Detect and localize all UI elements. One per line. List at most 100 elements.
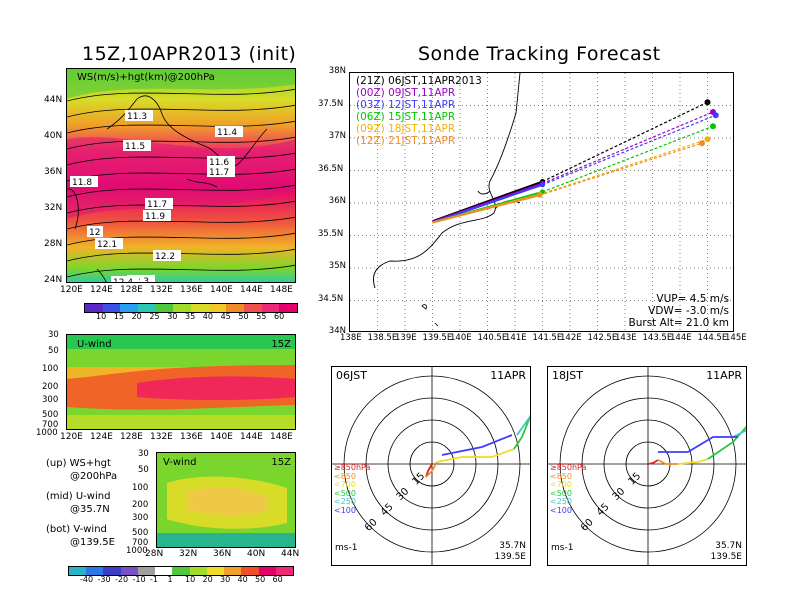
contour-label: 12 — [87, 226, 103, 238]
ws-colorbar-label: 55 — [256, 312, 267, 321]
colorbar-swatch — [241, 567, 259, 575]
ws-map-panel: 11.3 11.4 11.5 11.6 11.7 11.8 11.7 11.9 12 12.1 12… — [66, 68, 296, 283]
vwind-lat-tick: 40N — [247, 549, 266, 559]
track-lat-tick: 34N — [328, 326, 346, 336]
contour-line — [67, 232, 295, 246]
landing-point-3 — [710, 123, 716, 130]
hodo-trace-2 — [677, 458, 709, 465]
ws-lat-tick: 44N — [44, 95, 63, 105]
vwind-time: 15Z — [271, 457, 291, 468]
contour-line — [67, 184, 295, 198]
colorbar-swatch — [279, 304, 298, 312]
hodo-trace-5 — [441, 434, 513, 456]
colorbar-swatch — [191, 304, 209, 312]
track-descent-0 — [542, 101, 708, 183]
colorbar-swatch — [189, 567, 207, 575]
contour-line — [67, 200, 295, 214]
track-lat-tick: 37N — [328, 131, 346, 141]
colorbar-swatch — [102, 304, 121, 312]
landing-point-5 — [699, 140, 705, 147]
ws-colorbar-label: 35 — [185, 312, 196, 321]
launch-legend-item: (06Z) 15JST,11APR — [356, 111, 456, 123]
track-descent-5 — [539, 142, 703, 196]
hodo2-unit: ms-1 — [551, 543, 574, 553]
colorbar-swatch — [244, 304, 262, 312]
colorbar-swatch — [137, 567, 156, 575]
hodo-ring-label: 45 — [379, 502, 396, 519]
track-lat-tick: 35N — [328, 261, 346, 271]
uwind-lon-tick: 120E — [60, 432, 83, 442]
track-lon-tick: 138.5E — [367, 333, 398, 343]
contour-label: 12.4 — [111, 276, 139, 282]
svg-text:11.9: 11.9 — [145, 212, 165, 222]
uwind-lon-tick: 128E — [120, 432, 143, 442]
track-lat-tick: 34.5N — [318, 293, 344, 304]
vwind-panel: V-wind 15Z — [156, 452, 296, 548]
hodograph-1: 15 30 45 60 06JST 11APR ≥850hPa <850 <700 <500… — [331, 366, 531, 566]
landing-point-0 — [704, 99, 711, 106]
uwind-lon-tick: 132E — [150, 432, 173, 442]
hodo-level-label: <700 — [550, 480, 572, 489]
svg-text:12.2: 12.2 — [155, 252, 175, 262]
note-line: (bot) V-wind — [46, 524, 107, 535]
ws-colorbar-label: 30 — [167, 312, 178, 321]
vwind-colorbar-label: -30 — [97, 575, 111, 584]
ws-lat-tick: 36N — [44, 167, 63, 177]
vwind-colorbar-label: 20 — [202, 575, 213, 584]
track-lon-tick: 144.5E — [697, 333, 728, 343]
vwind-level-tick: 100 — [132, 483, 149, 493]
uwind-level-tick: 1000 — [36, 428, 58, 438]
contour-label: 11.8 — [70, 176, 98, 188]
colorbar-swatch — [258, 567, 276, 575]
note-line: @139.5E — [70, 537, 115, 548]
launch-legend-item: (21Z) 06JST,11APR2013 — [356, 75, 482, 87]
colorbar-swatch — [155, 304, 174, 312]
vwind-level-tick: 30 — [138, 449, 149, 459]
track-lon-tick: 140.5E — [477, 333, 508, 343]
ws-colorbar-label: 50 — [238, 312, 249, 321]
uwind-level-tick: 700 — [42, 420, 59, 430]
ws-lon-tick: 128E — [120, 285, 143, 295]
hodo-trace-5 — [658, 436, 738, 453]
uwind-level-tick: 100 — [42, 364, 59, 374]
param-vdw: VDW= -3.0 m/s — [648, 305, 729, 317]
hodo-trace-1 — [425, 461, 438, 478]
colorbar-swatch — [155, 567, 173, 575]
vwind-colorbar-label: -1 — [150, 575, 158, 584]
vwind-colorbar-label: 10 — [185, 575, 196, 584]
svg-text:11.4: 11.4 — [217, 128, 237, 138]
vwind-colorbar-label: 1 — [167, 575, 173, 584]
colorbar-swatch — [173, 304, 192, 312]
track-descent-4 — [539, 138, 708, 196]
colorbar-swatch — [172, 567, 190, 575]
svg-text:11.8: 11.8 — [72, 178, 92, 188]
contour-line — [67, 168, 295, 182]
launch-legend-item: (00Z) 09JST,11APR — [356, 87, 456, 99]
hodo-level-label: <250 — [550, 497, 572, 506]
sonde-params: VUP= 4.5 m/s VDW= -3.0 m/s Burst Alt= 21… — [629, 293, 729, 329]
vwind-level-tick: 300 — [132, 513, 149, 523]
ws-lat-tick: 40N — [44, 131, 63, 141]
hodograph-2: 15 30 45 60 18JST 11APR ≥850hPa <850 <700 <500… — [547, 366, 747, 566]
hodo-level-label: <100 — [334, 505, 356, 515]
svg-text:11.7: 11.7 — [147, 200, 167, 210]
colorbar-swatch — [208, 304, 227, 312]
colorbar-swatch — [69, 567, 87, 575]
ws-lon-tick: 124E — [90, 285, 113, 295]
hodo1-lat: 35.7N — [499, 541, 526, 551]
track-lon-tick: 141.5E — [532, 333, 563, 343]
contour-label: 11.5 — [123, 140, 151, 152]
contour-label: 12.2 — [153, 250, 181, 262]
hodo2-levels: ≥850hPa <850 <700 <500 <250 <100 — [550, 463, 586, 515]
vwind-level-tick: 200 — [132, 500, 149, 510]
contour-label: 11.3 — [125, 110, 153, 122]
vwind-colorbar-label: 40 — [237, 575, 248, 584]
burst-point-2 — [540, 182, 545, 188]
launch-legend: (21Z) 06JST,11APR2013 (00Z) 09JST,11APR (0… — [356, 75, 482, 147]
burst-point-5 — [537, 192, 543, 198]
contour-line — [67, 88, 295, 102]
track-lat-tick: 38N — [328, 66, 346, 76]
contour-line — [67, 136, 295, 150]
ws-lon-tick: 140E — [210, 285, 233, 295]
hodo-level-label: <850 — [550, 471, 572, 481]
